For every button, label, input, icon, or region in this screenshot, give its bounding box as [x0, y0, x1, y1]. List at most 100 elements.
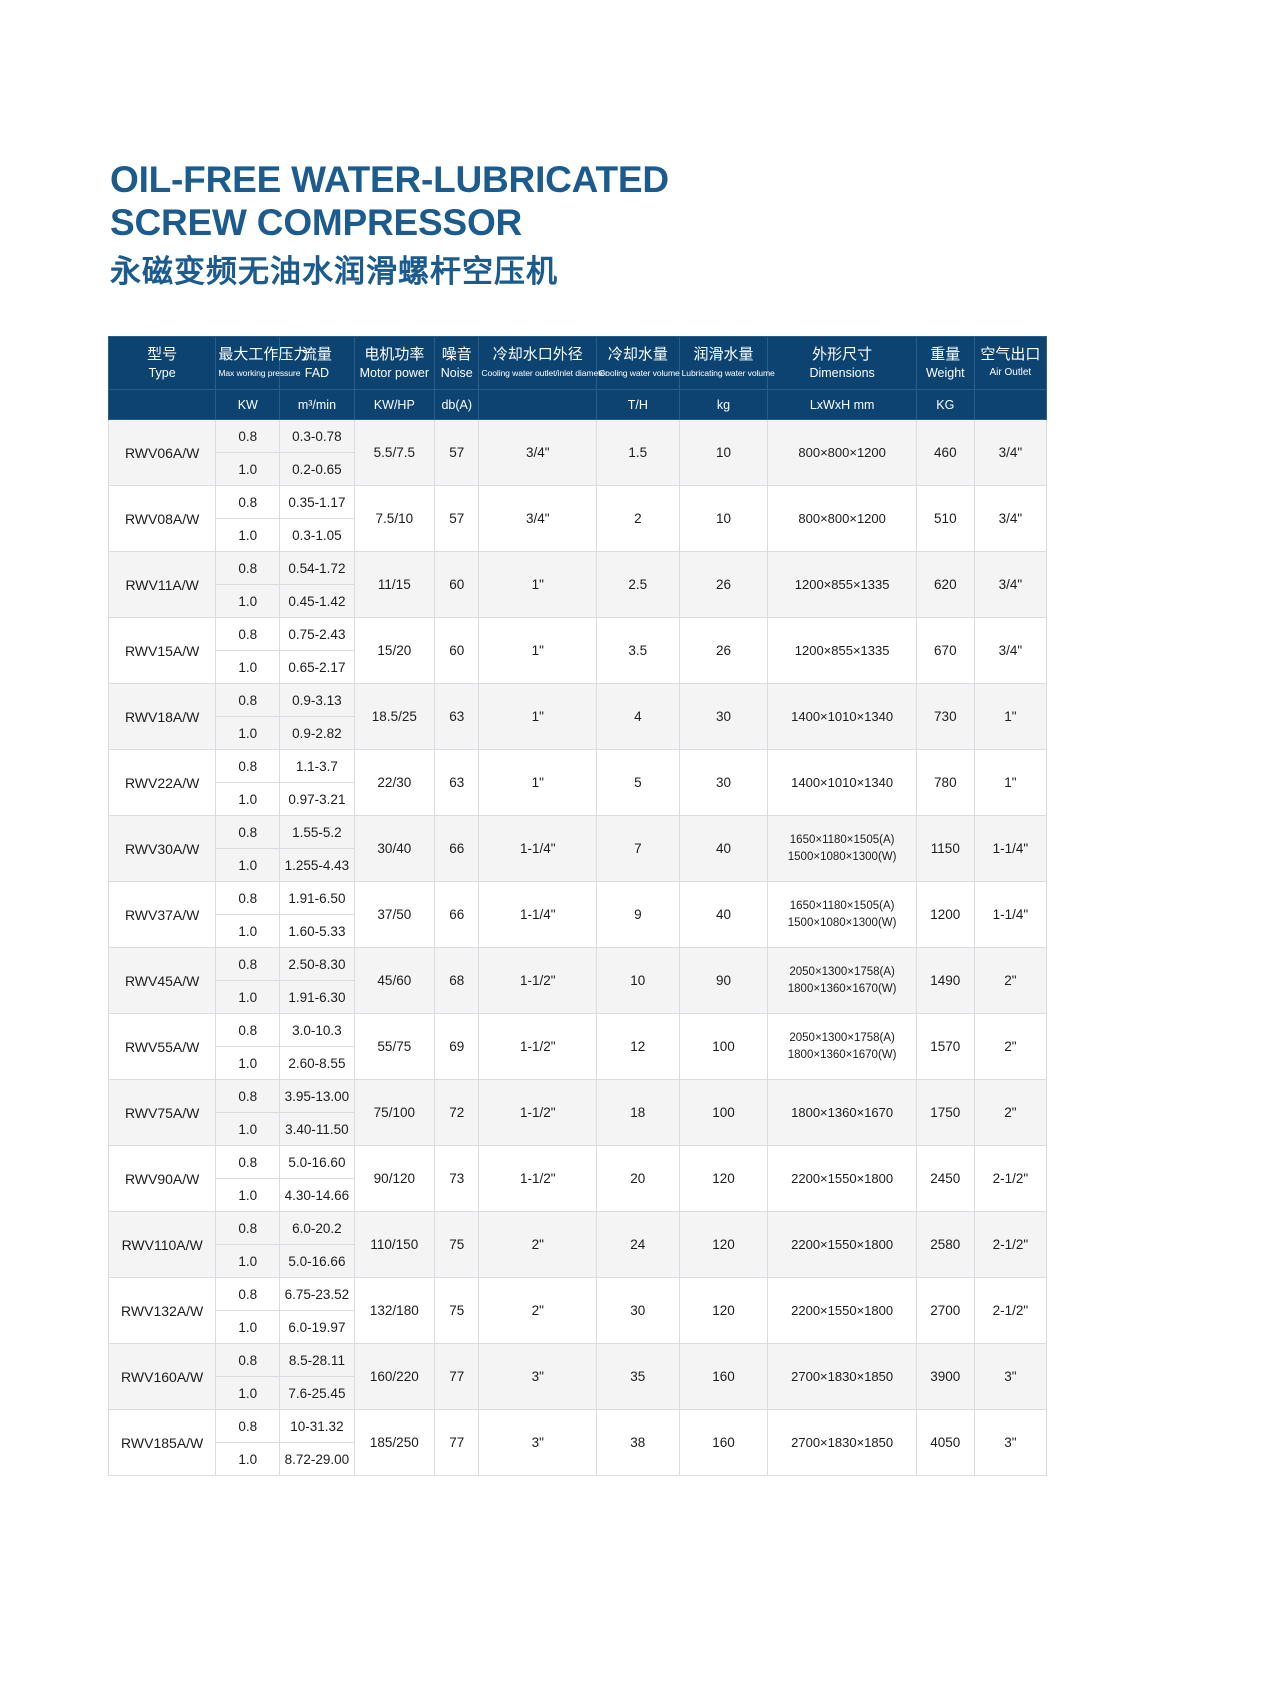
title-chinese: 永磁变频无油水润滑螺杆空压机: [110, 254, 558, 289]
column-header-cn-4: 噪音: [441, 345, 472, 363]
column-header-cn-1: 最大工作压力: [218, 345, 309, 363]
cell-dimension-line: 2700×1830×1850: [791, 1435, 894, 1450]
cell-fad: 6.0-19.97: [279, 1310, 355, 1344]
table-row: RWV11A/W 0.8 0.54-1.72 11/15 60 1" 2.5 26 1200×8…: [107, 551, 1048, 618]
cell-pressure: 1.0: [215, 716, 281, 750]
cell-cooling-water-volume: 9: [596, 881, 680, 948]
column-header-cn-2: 流量: [301, 345, 332, 363]
cell-cooling-water-diameter: 1": [478, 683, 598, 750]
cell-fad: 10-31.32: [279, 1409, 355, 1443]
cell-air-outlet: 1": [973, 683, 1048, 750]
column-header-en-10: Air Outlet: [989, 366, 1032, 378]
cell-cooling-water-volume: 18: [596, 1079, 680, 1146]
cell-pressure: 0.8: [215, 815, 281, 849]
cell-dimensions: 2050×1300×1758(A) 1800×1360×1670(W): [767, 1013, 917, 1080]
cell-pressure: 1.0: [215, 1112, 281, 1146]
table-header-row-labels: 型号 Type 最大工作压力 Max working pressure 流量 FAD 电机功…: [107, 336, 1048, 390]
cell-cooling-water-diameter: 1": [478, 551, 598, 618]
table-row: 1.0 6.0-19.97: [109, 1310, 1047, 1344]
cell-pressure: 1.0: [215, 782, 281, 816]
cell-fad: 0.9-3.13: [279, 683, 355, 717]
cell-pressure: 1.0: [215, 1376, 281, 1410]
column-header-1: 最大工作压力 Max working pressure: [215, 336, 309, 390]
cell-pressure: 0.8: [215, 1343, 281, 1377]
cell-pressure: 0.8: [215, 1079, 281, 1113]
table-row: 1.0 0.3-1.05: [109, 518, 1047, 552]
cell-lubricating-water-volume: 10: [678, 419, 769, 486]
cell-fad: 0.3-0.78: [279, 419, 355, 453]
cell-weight: 4050: [915, 1409, 975, 1476]
cell-cooling-water-diameter: 1-1/4": [478, 881, 598, 948]
cell-air-outlet: 3": [973, 1409, 1048, 1476]
cell-air-outlet: 3": [973, 1343, 1048, 1410]
cell-motor-power: 75/100: [353, 1079, 436, 1146]
cell-dimension-line: 2700×1830×1850: [791, 1369, 894, 1384]
column-header-en-5: Cooling water outlet/inlet diameter: [481, 367, 608, 378]
specification-table-container: 型号 Type 最大工作压力 Max working pressure 流量 FAD 电机功…: [107, 336, 1048, 1476]
cell-noise: 77: [434, 1343, 480, 1410]
cell-lubricating-water-volume: 100: [678, 1013, 769, 1080]
cell-pressure: 0.8: [215, 551, 281, 585]
cell-fad: 0.2-0.65: [279, 452, 355, 486]
cell-cooling-water-volume: 1.5: [596, 419, 680, 486]
cell-dimension-line: 1500×1080×1300(W): [787, 850, 897, 863]
cell-fad: 0.3-1.05: [279, 518, 355, 552]
table-row: RWV160A/W 0.8 8.5-28.11 160/220 77 3" 35 160 270…: [107, 1343, 1048, 1410]
table-row: 1.0 4.30-14.66: [109, 1178, 1047, 1212]
cell-dimension-line: 2200×1550×1800: [791, 1303, 894, 1318]
cell-cooling-water-volume: 4: [596, 683, 680, 750]
cell-fad: 0.9-2.82: [279, 716, 355, 750]
cell-motor-power: 22/30: [353, 749, 436, 816]
cell-motor-power: 55/75: [353, 1013, 436, 1080]
cell-weight: 1150: [915, 815, 975, 882]
cell-fad: 8.72-29.00: [279, 1442, 355, 1476]
cell-weight: 1490: [915, 947, 975, 1014]
cell-cooling-water-diameter: 3/4": [478, 485, 598, 552]
cell-type: RWV08A/W: [107, 485, 217, 552]
cell-fad: 5.0-16.60: [279, 1145, 355, 1179]
cell-cooling-water-volume: 7: [596, 815, 680, 882]
cell-weight: 780: [915, 749, 975, 816]
cell-cooling-water-volume: 2.5: [596, 551, 680, 618]
cell-fad: 4.30-14.66: [279, 1178, 355, 1212]
column-unit-7: kg: [678, 389, 769, 420]
cell-type: RWV15A/W: [107, 617, 217, 684]
column-header-cn-10: 空气出口: [980, 345, 1041, 363]
table-row: RWV90A/W 0.8 5.0-16.60 90/120 73 1-1/2" 20 120 2…: [107, 1145, 1048, 1212]
cell-cooling-water-volume: 35: [596, 1343, 680, 1410]
cell-motor-power: 110/150: [353, 1211, 436, 1278]
table-row: RWV55A/W 0.8 3.0-10.3 55/75 69 1-1/2" 12 100 205…: [107, 1013, 1048, 1080]
cell-fad: 3.40-11.50: [279, 1112, 355, 1146]
cell-noise: 73: [434, 1145, 480, 1212]
table-row: 1.0 8.72-29.00: [109, 1442, 1047, 1476]
cell-air-outlet: 2": [973, 1079, 1048, 1146]
cell-pressure: 0.8: [215, 419, 281, 453]
column-header-9: 重量 Weight: [915, 336, 975, 390]
column-header-cn-9: 重量: [930, 345, 961, 363]
table-header-row-units: KW m³/min KW/HP db(A) T/H kg LxWxH mm KG: [107, 389, 1048, 420]
column-header-3: 电机功率 Motor power: [353, 336, 436, 390]
column-header-6: 冷却水量 Cooling water volume: [596, 336, 680, 390]
cell-type: RWV110A/W: [107, 1211, 217, 1278]
column-header-en-4: Noise: [440, 365, 473, 380]
cell-fad: 1.91-6.50: [279, 881, 355, 915]
column-header-en-2: FAD: [304, 365, 330, 380]
table-row: 1.0 1.255-4.43: [109, 848, 1047, 882]
cell-cooling-water-volume: 10: [596, 947, 680, 1014]
cell-pressure: 0.8: [215, 1211, 281, 1245]
cell-cooling-water-diameter: 1-1/4": [478, 815, 598, 882]
cell-lubricating-water-volume: 90: [678, 947, 769, 1014]
cell-type: RWV90A/W: [107, 1145, 217, 1212]
column-header-cn-8: 外形尺寸: [812, 345, 873, 363]
cell-noise: 69: [434, 1013, 480, 1080]
column-header-7: 润滑水量 Lubricating water volume: [678, 336, 775, 390]
cell-air-outlet: 1-1/4": [973, 881, 1048, 948]
cell-pressure: 1.0: [215, 452, 281, 486]
cell-dimensions: 1200×855×1335: [767, 617, 917, 684]
cell-pressure: 0.8: [215, 683, 281, 717]
table-row: RWV18A/W 0.8 0.9-3.13 18.5/25 63 1" 4 30 1400×10…: [107, 683, 1048, 750]
cell-lubricating-water-volume: 160: [678, 1343, 769, 1410]
cell-cooling-water-diameter: 1": [478, 617, 598, 684]
cell-lubricating-water-volume: 10: [678, 485, 769, 552]
cell-pressure: 1.0: [215, 1244, 281, 1278]
